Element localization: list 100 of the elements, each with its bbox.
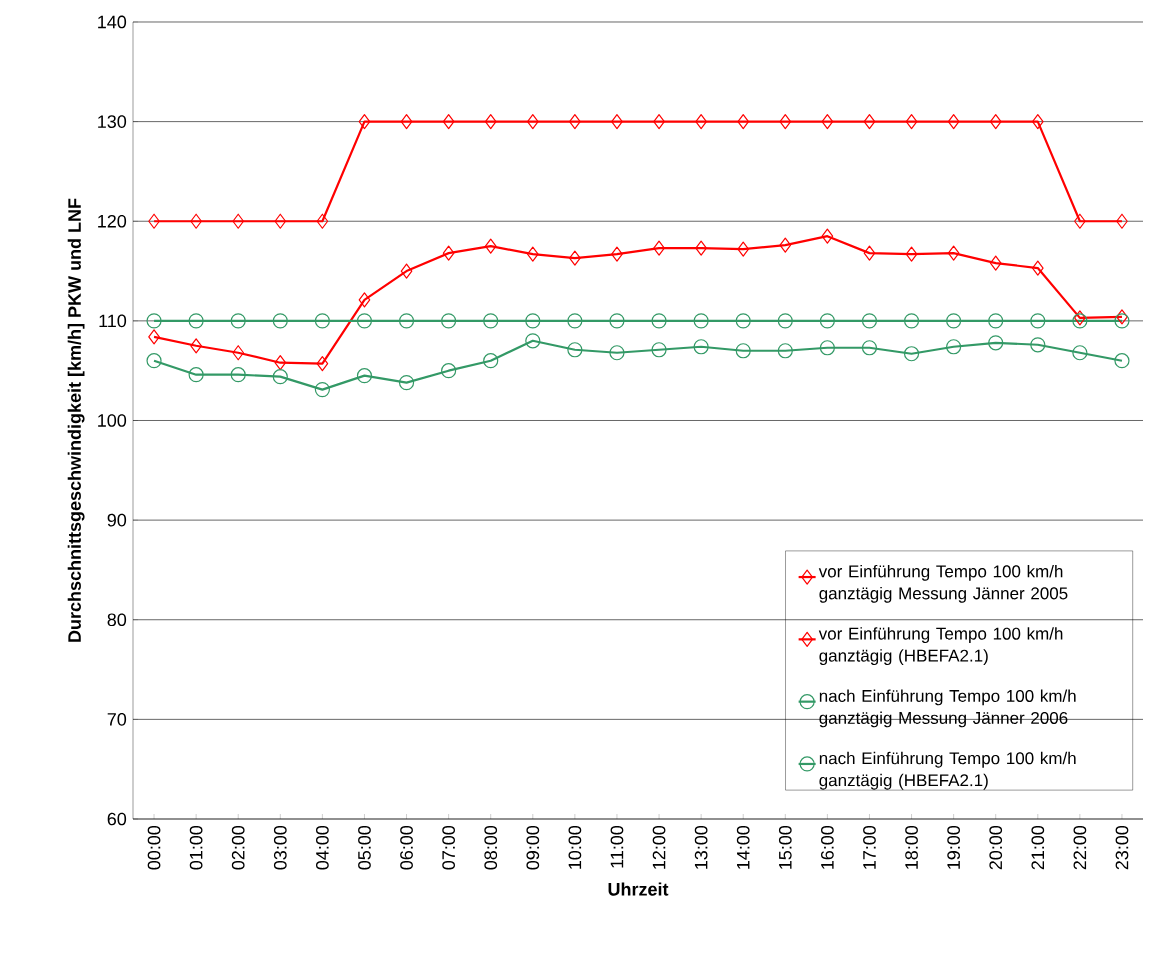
- point: [1114, 313, 1130, 329]
- legend-label: nach Einführung Tempo 100 km/h ganztägig Messung Jänner 2006: [819, 689, 1076, 728]
- point: [861, 313, 878, 329]
- point: [274, 213, 287, 229]
- x-tick-label: 20:00: [989, 825, 1003, 870]
- point: [1116, 213, 1128, 229]
- point: [441, 313, 457, 329]
- point: [1030, 337, 1046, 353]
- point: [569, 250, 581, 266]
- point: [611, 246, 623, 262]
- point: [525, 313, 541, 329]
- point: [314, 382, 330, 398]
- legend-label: vor Einführung Tempo 100 km/h ganztägig Messung Jänner 2005: [818, 564, 1068, 603]
- x-tick-label: 23:00: [1115, 825, 1129, 870]
- point: [735, 343, 751, 359]
- x-tick-label: 21:00: [1031, 825, 1045, 870]
- x-tick-label: 01:00: [189, 825, 203, 870]
- point: [821, 228, 834, 244]
- point: [356, 368, 373, 384]
- y-tick-label: 130: [98, 115, 127, 128]
- y-tick-label: 70: [107, 713, 127, 726]
- point: [569, 114, 581, 130]
- y-tick-label: 90: [107, 513, 127, 527]
- point: [1031, 260, 1044, 276]
- point: [230, 367, 246, 383]
- x-tick-label: 08:00: [484, 825, 498, 870]
- point: [274, 355, 287, 371]
- point: [947, 114, 960, 130]
- point: [695, 114, 707, 130]
- point: [232, 213, 245, 229]
- x-tick-label: 07:00: [442, 825, 455, 870]
- point: [316, 356, 329, 372]
- point: [905, 246, 918, 262]
- point: [272, 313, 288, 329]
- x-tick-label: 09:00: [526, 825, 540, 870]
- y-tick-label: 60: [107, 812, 127, 826]
- x-tick-label: 11:00: [610, 825, 624, 868]
- point: [821, 114, 834, 130]
- x-tick-label: 02:00: [231, 825, 245, 870]
- x-tick-label: 03:00: [273, 825, 287, 870]
- point: [232, 345, 245, 361]
- point: [693, 339, 709, 355]
- point: [188, 313, 204, 329]
- point: [777, 343, 793, 359]
- point: [272, 369, 288, 385]
- point: [651, 313, 667, 329]
- x-axis-title: Uhrzeit: [608, 882, 669, 896]
- point: [988, 335, 1004, 351]
- point: [1116, 309, 1128, 325]
- x-tick-label: 14:00: [736, 825, 750, 869]
- point: [356, 313, 373, 329]
- x-tick-label: 19:00: [947, 825, 960, 869]
- point: [1031, 114, 1044, 130]
- x-tick-label: 12:00: [652, 825, 666, 869]
- point: [863, 245, 876, 261]
- point: [483, 313, 499, 329]
- point: [230, 313, 246, 329]
- point: [526, 246, 539, 262]
- point: [609, 345, 625, 361]
- point: [442, 245, 455, 261]
- point: [777, 313, 793, 329]
- point: [567, 313, 583, 329]
- y-tick-label: 120: [98, 214, 127, 228]
- legend-label: nach Einführung Tempo 100 km/h ganztägig (HBEFA2.1): [819, 751, 1076, 790]
- point: [484, 238, 497, 254]
- x-tick-label: 05:00: [358, 825, 371, 870]
- point: [190, 213, 202, 229]
- point: [146, 313, 162, 329]
- point: [1030, 313, 1046, 329]
- point: [398, 375, 415, 391]
- point: [148, 329, 160, 345]
- point: [695, 240, 707, 256]
- point: [946, 313, 962, 329]
- point: [190, 338, 202, 354]
- point: [735, 313, 751, 329]
- point: [441, 363, 457, 379]
- point: [1072, 345, 1088, 361]
- point: [779, 237, 792, 253]
- point: [483, 353, 499, 369]
- x-tick-label: 06:00: [400, 825, 413, 870]
- point: [653, 114, 665, 130]
- point: [484, 114, 497, 130]
- point: [1114, 353, 1130, 369]
- point: [905, 114, 918, 130]
- point: [567, 342, 583, 358]
- x-tick-label: 04:00: [316, 825, 329, 870]
- point: [988, 313, 1004, 329]
- y-tick-label: 140: [98, 15, 127, 29]
- point: [653, 240, 665, 256]
- point: [989, 255, 1002, 271]
- point: [314, 313, 330, 329]
- point: [903, 346, 920, 362]
- point: [737, 114, 750, 130]
- point: [611, 114, 623, 130]
- legend-label: vor Einführung Tempo 100 km/h ganztägig (HBEFA2.1): [818, 627, 1063, 666]
- point: [1074, 213, 1086, 229]
- point: [398, 313, 415, 329]
- point: [358, 114, 371, 130]
- point: [737, 241, 750, 257]
- point: [316, 213, 329, 229]
